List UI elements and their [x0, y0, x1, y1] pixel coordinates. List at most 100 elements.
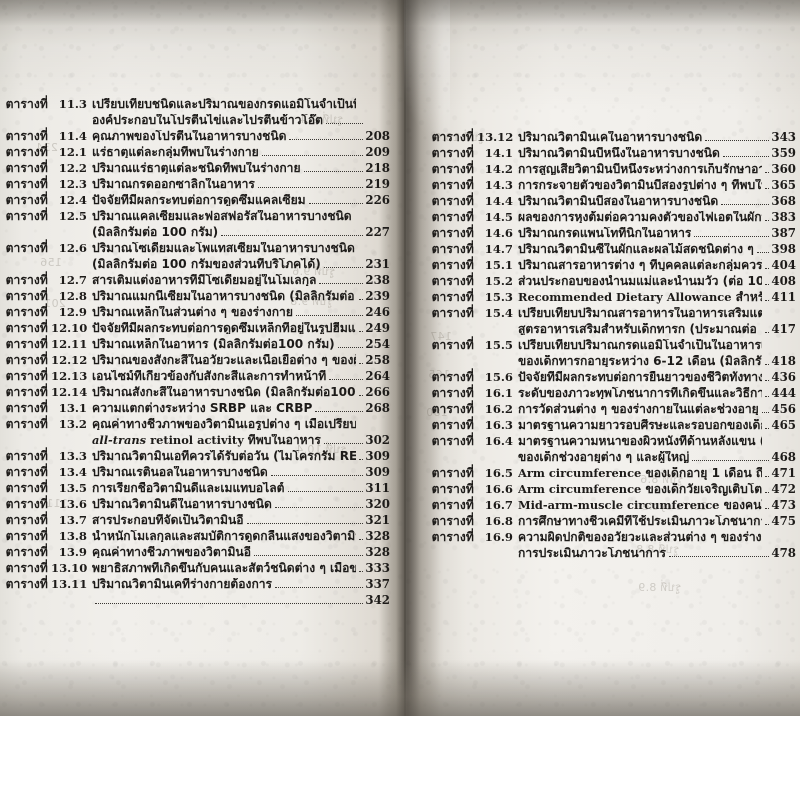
toc-entry-label: ตารางที่ — [431, 466, 474, 480]
toc-entry-row: 342 — [0, 594, 390, 607]
toc-leader-dots — [765, 364, 769, 365]
toc-entry-title: ส่วนประกอบของน้ำนมแม่และน้ำนมวัว (ต่อ 10… — [518, 275, 762, 288]
toc-entry-body: ปริมาณวิตามินบีหนึ่งในอาหารบางชนิด 359 — [518, 147, 796, 160]
toc-entry-number: 13.1 — [58, 401, 87, 415]
toc-entry-number: 16.1 — [484, 386, 513, 400]
toc-leader-dots — [246, 523, 363, 524]
toc-page-number: 311 — [365, 481, 390, 495]
toc-entry-row: ตารางที่ 14.5 ผลของการหุงต้มต่อความคงตัวขอ… — [424, 211, 796, 224]
toc-entry-row: ตารางที่ 16.9 ความผิดปกติของอวัยวะและส่วนต… — [424, 531, 796, 544]
photo-bottom-background — [0, 716, 800, 800]
toc-entry-title: ของเด็กช่วงอายุต่าง ๆ และผู้ใหญ่ — [518, 451, 690, 464]
toc-entry-number: 12.6 — [58, 241, 87, 255]
toc-leader-dots — [765, 284, 769, 285]
toc-entry-label: ตารางที่ — [431, 386, 474, 400]
toc-page-number: 360 — [771, 162, 796, 176]
toc-entry-title: คุณภาพของโปรตีนในอาหารบางชนิด — [92, 130, 287, 143]
toc-page-number: 208 — [365, 129, 390, 143]
toc-page-number: 411 — [771, 290, 796, 304]
toc-entry-label: ตารางที่ — [431, 434, 474, 448]
toc-entry-number: 16.2 — [484, 402, 513, 416]
toc-entry-row: ตารางที่15.4สูตรอาหารเสริมสำหรับเด็กทารก… — [424, 323, 796, 336]
toc-entry-body: ของเด็กช่วงอายุต่าง ๆ และผู้ใหญ่ 468 — [518, 451, 796, 464]
toc-entry-label: ตารางที่ — [431, 306, 474, 320]
toc-page-number: 478 — [771, 546, 796, 560]
toc-entry-row: ตารางที่ 12.10 ปัจจัยที่มีผลกระทบต่อการดูด… — [0, 322, 390, 335]
toc-entry-number: 14.7 — [484, 242, 513, 256]
toc-entry-body: ส่วนประกอบของน้ำนมแม่และน้ำนมวัว (ต่อ 10… — [518, 275, 796, 288]
toc-entry-row: ตารางที่ 12.7 สารเติมแต่งอาหารที่มีโซเดียม… — [0, 274, 390, 287]
toc-entry-body: องค์ประกอบในโปรตีนไข่และไปรตีนข้าวโอ๊ต — [92, 114, 390, 127]
toc-page-number: 219 — [365, 177, 390, 191]
toc-entry-number: 14.1 — [484, 146, 513, 160]
toc-entry-body: สารเติมแต่งอาหารที่มีโซเดียมอยู่ในโมเลกุ… — [92, 274, 390, 287]
toc-leader-dots — [359, 571, 363, 572]
toc-entry-title: (มิลลิกรัมต่อ 100 กรัม) — [92, 226, 219, 239]
toc-entry-row: ตารางที่ 11.4 คุณภาพของโปรตีนในอาหารบางชนิ… — [0, 130, 390, 143]
toc-entry-number: 12.1 — [58, 145, 87, 159]
toc-entry-number: 15.6 — [484, 370, 513, 384]
toc-entry-title: ปริมาณกรดออกซาลิกในอาหาร — [92, 178, 255, 191]
toc-entry-number: 14.6 — [484, 226, 513, 240]
toc-entry-title: พยาธิสภาพที่เกิดขึ้นกับคนและสัตว์ชนิดต่า… — [92, 562, 356, 575]
toc-entry-row: ตารางที่ 14.4 ปริมาณวิตามินบีสองในอาหารบาง… — [424, 195, 796, 208]
toc-entry-row: ตารางที่ 15.4 เปรียบเทียบปริมาณสารอาหารในอ… — [424, 307, 796, 320]
toc-entry-body: คุณค่าทางชีวภาพของวิตามินอี 328 — [92, 546, 390, 559]
toc-entry-row: ตารางที่ 14.6 ปริมาณกรดแพนโททีนิกในอาหาร 38… — [424, 227, 796, 240]
toc-leader-dots — [692, 460, 769, 461]
toc-entry-number: 12.14 — [51, 385, 88, 399]
toc-page-number: 328 — [365, 529, 390, 543]
toc-entry-title: ความผิดปกติของอวัยวะและส่วนต่าง ๆ ของร่า… — [518, 531, 762, 544]
toc-leader-dots — [289, 139, 363, 140]
toc-entry-row: ตารางที่ 15.3 Recommended Dietary Allowanc… — [424, 291, 796, 304]
toc-entry-title: Arm circumference ของเด็กวัยเจริญเติบโตแ… — [518, 483, 762, 496]
toc-entry-number: 12.2 — [58, 161, 87, 175]
toc-entry-row: ตารางที่ 12.8 ปริมาณแมกนีเซียมในอาหารบางชน… — [0, 290, 390, 303]
toc-entry-row: ตารางที่ 12.11 ปริมาณเหล็กในอาหาร (มิลลิกร… — [0, 338, 390, 351]
toc-entry-row: ตารางที่ 12.12 ปริมาณของสังกะสีในอวัยวะและ… — [0, 354, 390, 367]
toc-entry-number: 13.2 — [58, 417, 87, 431]
toc-entry-number: 12.11 — [51, 337, 88, 351]
toc-page-number: 218 — [365, 161, 390, 175]
toc-page-number: 231 — [365, 257, 390, 271]
toc-entry-row: ตารางที่ 16.6 Arm circumference ของเด็กวัย… — [424, 483, 796, 496]
toc-entry-body: เปรียบเทียบปริมาณสารอาหารในอาหารเสริมแต่… — [518, 307, 796, 320]
toc-page-number: 209 — [365, 145, 390, 159]
toc-entry-title: ปริมาณวิตามินเอที่ควรได้รับต่อวัน (ไมโคร… — [92, 450, 356, 463]
toc-entry-body: การเรียกชื่อวิตามินดีและเมแทบอไลต์ 311 — [92, 482, 390, 495]
toc-entry-title: ปริมาณวิตามินบีสองในอาหารบางชนิด — [518, 195, 719, 208]
toc-leader-dots — [669, 556, 769, 557]
toc-entry-label: ตารางที่ — [5, 193, 48, 207]
toc-entry-label: ตารางที่ — [5, 241, 48, 255]
toc-leader-dots — [337, 347, 363, 348]
toc-leader-dots — [323, 443, 363, 444]
toc-entry-body: ปัจจัยที่มีผลกระทบต่อการยืนยาวของชีวิตทั… — [518, 371, 796, 384]
toc-entry-row: ตารางที่ 13.10 พยาธิสภาพที่เกิดขึ้นกับคนแล… — [0, 562, 390, 575]
toc-leader-dots — [694, 236, 769, 237]
toc-page-number: 226 — [365, 193, 390, 207]
toc-entry-body: พยาธิสภาพที่เกิดขึ้นกับคนและสัตว์ชนิดต่า… — [92, 562, 390, 575]
toc-entry-body: การกระจายตัวของวิตามินบีสองรูปต่าง ๆ ที่… — [518, 179, 796, 192]
toc-entry-row: ตารางที่ 13.2 คุณค่าทางชีวภาพของวิตามินเอร… — [0, 418, 390, 431]
toc-page-number: 387 — [771, 226, 796, 240]
toc-entry-title: การกระจายตัวของวิตามินบีสองรูปต่าง ๆ ที่… — [518, 179, 762, 192]
toc-entry-label: ตารางที่ — [5, 417, 48, 431]
toc-entry-body: ปัจจัยที่มีผลกระทบต่อการดูดซึมเหล็กที่อย… — [92, 322, 390, 335]
toc-page-number: 465 — [771, 418, 796, 432]
toc-entry-title: ของเด็กทารกอายุระหว่าง 6-12 เดือน (มิลลิ… — [518, 355, 762, 368]
toc-entry-body: Arm circumference ของเด็กวัยเจริญเติบโตแ… — [518, 483, 796, 496]
toc-page-number: 471 — [771, 466, 796, 480]
toc-page-number: 246 — [365, 305, 390, 319]
toc-entry-title: ปริมาณเหล็กในส่วนต่าง ๆ ของร่างกาย — [92, 306, 293, 319]
toc-entry-label: ตารางที่ — [5, 337, 48, 351]
toc-entry-body: ปริมาณกรดแพนโททีนิกในอาหาร 387 — [518, 227, 796, 240]
toc-page-number: 249 — [365, 321, 390, 335]
toc-entry-title: การวัดส่วนต่าง ๆ ของร่างกายในแต่ละช่วงอา… — [518, 403, 759, 416]
toc-entry-row: ตารางที่11.3องค์ประกอบในโปรตีนไข่และไปรต… — [0, 114, 390, 127]
toc-leader-dots — [359, 331, 363, 332]
toc-page-number: 333 — [365, 561, 390, 575]
toc-leader-dots — [765, 492, 769, 493]
toc-entry-body: เปรียบเทียบชนิดและปริมาณของกรดแอมิโนจำเป… — [92, 98, 390, 111]
toc-entry-title: ปริมาณวิตามินซีในผักและผลไม้สดชนิดต่าง ๆ — [518, 243, 754, 256]
